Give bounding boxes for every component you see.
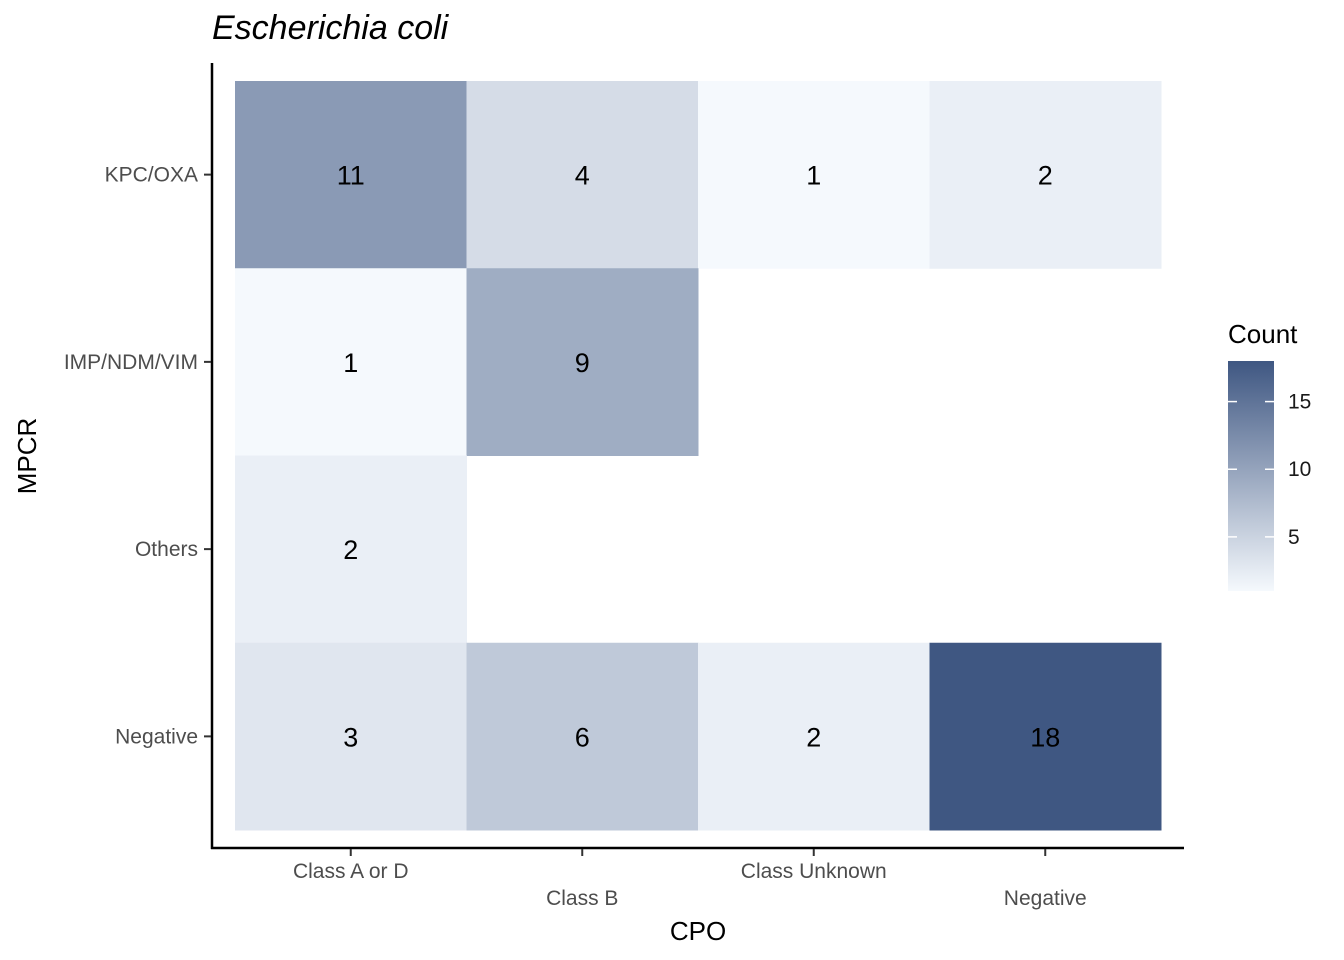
cell-negative-negative <box>929 642 1162 831</box>
cell-others-class-a-or-d <box>235 455 467 644</box>
cell-imp-ndm-vim-class-b <box>466 268 699 456</box>
cell-label-kpc-oxa-class-unknown: 1 <box>806 161 821 191</box>
cell-label-kpc-oxa-negative: 2 <box>1038 161 1053 191</box>
cell-label-imp-ndm-vim-class-a-or-d: 1 <box>343 348 358 378</box>
legend-label-10: 10 <box>1288 458 1311 481</box>
x-axis-title: CPO <box>670 916 726 946</box>
legend-label-15: 15 <box>1288 391 1311 414</box>
cell-label-kpc-oxa-class-a-or-d: 11 <box>337 161 365 191</box>
x-tick-label-class-unknown: Class Unknown <box>741 860 887 883</box>
y-ticks: KPC/OXA IMP/NDM/VIM Others Negative <box>64 164 211 748</box>
legend-title: Count <box>1228 319 1298 349</box>
legend-colorbar <box>1228 361 1274 591</box>
y-tick-label-others: Others <box>135 538 198 561</box>
cell-label-kpc-oxa-class-b: 4 <box>575 161 590 191</box>
legend-ticks: 5 10 15 <box>1228 391 1311 549</box>
chart-title: Escherichia coli <box>212 9 450 47</box>
cell-label-negative-class-a-or-d: 3 <box>343 722 358 752</box>
x-tick-label-class-b: Class B <box>546 887 618 910</box>
legend: Count 5 10 15 <box>1228 319 1311 591</box>
y-tick-label-negative: Negative <box>115 725 198 748</box>
y-tick-label-kpc-oxa: KPC/OXA <box>105 164 198 187</box>
x-tick-label-class-a-or-d: Class A or D <box>293 860 409 883</box>
cell-imp-ndm-vim-class-a-or-d <box>235 268 467 456</box>
y-tick-label-imp-ndm-vim: IMP/NDM/VIM <box>64 351 198 374</box>
y-axis-title: MPCR <box>12 418 42 495</box>
cell-label-imp-ndm-vim-class-b: 9 <box>575 348 590 378</box>
cell-negative-class-a-or-d <box>235 642 467 831</box>
cell-label-negative-negative: 18 <box>1030 722 1060 752</box>
axes-layer <box>210 63 1184 850</box>
legend-label-5: 5 <box>1288 526 1300 549</box>
x-tick-label-negative: Negative <box>1004 887 1087 910</box>
cell-label-others-class-a-or-d: 2 <box>343 535 358 565</box>
cell-kpc-oxa-class-unknown <box>698 81 930 269</box>
cell-label-negative-class-unknown: 2 <box>806 722 821 752</box>
cell-negative-class-unknown <box>698 642 930 831</box>
x-ticks: Class A or D Class B Class Unknown Negative <box>293 849 1087 910</box>
cell-kpc-oxa-negative <box>929 81 1162 269</box>
cell-kpc-oxa-class-b <box>466 81 699 269</box>
cell-negative-class-b <box>466 642 699 831</box>
cells-layer: 11 4 1 2 1 9 2 3 6 2 18 <box>235 81 1162 831</box>
cell-kpc-oxa-class-a-or-d <box>235 81 467 269</box>
cell-label-negative-class-b: 6 <box>575 722 590 752</box>
